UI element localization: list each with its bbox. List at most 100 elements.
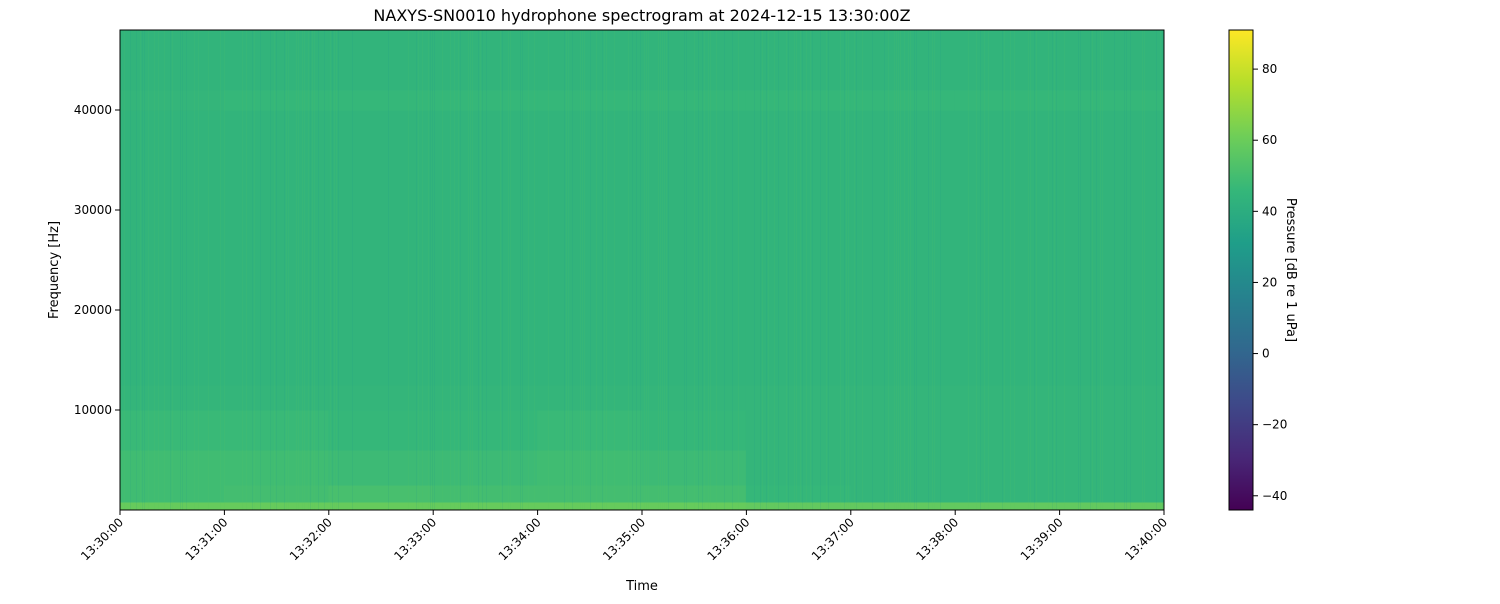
heatmap-cell [850,409,956,451]
heatmap-cell [745,384,852,411]
heatmap-streak [194,30,195,510]
heatmap-streak [628,30,629,510]
heatmap-cell [850,30,956,91]
colorbar-tick-label: −20 [1262,418,1287,432]
heatmap-cell [120,89,225,111]
heatmap-streak [606,30,607,510]
heatmap-cell [1059,109,1164,386]
heatmap-cell [537,30,643,91]
heatmap-streak [308,30,309,510]
heatmap-streak [1036,30,1037,510]
heatmap-streak [664,30,665,510]
heatmap-streak [304,30,305,510]
heatmap-cell [537,384,643,411]
heatmap-streak [716,30,717,510]
heatmap-cell [850,384,956,411]
heatmap-streak [900,30,901,510]
heatmap-streak [502,30,503,510]
heatmap-streak [500,30,501,510]
heatmap-streak [454,30,455,510]
heatmap-streak [894,30,895,510]
y-axis-label: Frequency [Hz] [47,221,62,319]
heatmap-streak [1004,30,1005,510]
heatmap-streak [408,30,409,510]
heatmap-streak [186,30,187,510]
heatmap-streak [480,30,481,510]
heatmap-cell [223,384,330,411]
heatmap-streak [898,30,899,510]
heatmap-streak [976,30,977,510]
heatmap-streak [1052,30,1053,510]
heatmap-streak [482,30,483,510]
heatmap-streak [182,30,183,510]
heatmap-streak [856,30,857,510]
colorbar-ticks: −40 −20 0 20 40 60 80 [1253,62,1287,503]
heatmap-cell [1059,409,1164,451]
colorbar-tick-label: 40 [1262,204,1277,218]
x-axis: 13:30:00 13:31:00 13:32:00 13:33:00 13:34:00… [78,510,1170,563]
heatmap-cell [328,30,434,91]
x-tick-label: 13:39:00 [1018,515,1066,563]
heatmap-streak [1028,30,1029,510]
heatmap-streak [614,30,615,510]
heatmap-streak [698,30,699,510]
heatmap-cell [1059,449,1164,486]
heatmap-streak [788,30,789,510]
heatmap-streak [298,30,299,510]
heatmap-streak [810,30,811,510]
heatmap-streak [928,30,929,510]
heatmap-streak [1010,30,1011,510]
heatmap-streak [768,30,769,510]
heatmap-streak [246,30,247,510]
heatmap-streak [208,30,209,510]
heatmap-streak [754,30,755,510]
heatmap-cell [745,30,852,91]
heatmap-streak [508,30,509,510]
heatmap-streak [270,30,271,510]
heatmap-streak [472,30,473,510]
heatmap-streak [648,30,649,510]
heatmap-streak [644,30,645,510]
heatmap-streak [528,30,529,510]
heatmap-streak [862,30,863,510]
heatmap-streak [428,30,429,510]
heatmap-streak [738,30,739,510]
heatmap-cell [850,484,956,503]
heatmap-streak [766,30,767,510]
heatmap-streak [324,30,325,510]
heatmap-cell [954,449,1061,486]
heatmap-streak [660,30,661,510]
heatmap-streak [1142,30,1143,510]
heatmap-streak [460,30,461,510]
heatmap-streak [144,30,145,510]
heatmap-streak [710,30,711,510]
heatmap-cell [745,409,852,451]
heatmap-streak [604,30,605,510]
heatmap-streak [276,30,277,510]
heatmap-streak [330,30,331,510]
heatmap-streak [694,30,695,510]
heatmap-streak [468,30,469,510]
heatmap-streak [984,30,985,510]
heatmap-streak [1100,30,1101,510]
heatmap-streak [310,30,311,510]
heatmap-cell [432,449,539,486]
heatmap-streak [1064,30,1065,510]
heatmap-streak [1126,30,1127,510]
heatmap-streak [1102,30,1103,510]
heatmap-cell [223,30,330,91]
heatmap-streak [724,30,725,510]
heatmap-streak [314,30,315,510]
heatmap-streak [884,30,885,510]
heatmap-streak [640,30,641,510]
heatmap-streak [1096,30,1097,510]
heatmap-cell [641,89,747,111]
heatmap-streak [888,30,889,510]
heatmap-cell [120,449,225,486]
heatmap-streak [334,30,335,510]
heatmap-streak [336,30,337,510]
heatmap-cell [120,109,225,386]
heatmap-cell [537,484,643,503]
heatmap-cell [537,409,643,451]
heatmap-streak [1156,30,1157,510]
